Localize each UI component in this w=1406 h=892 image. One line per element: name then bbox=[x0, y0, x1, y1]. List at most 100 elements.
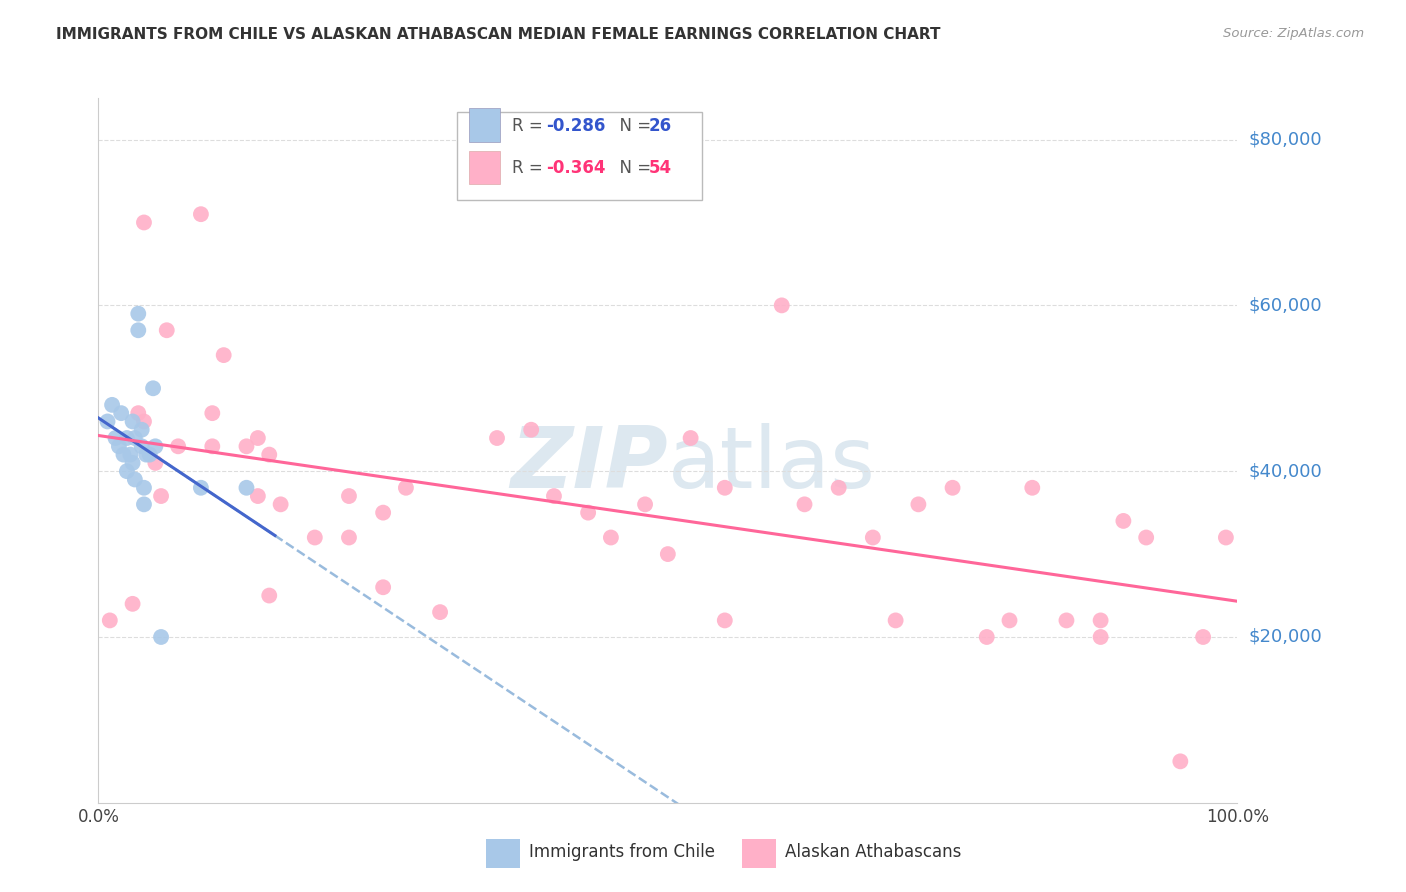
Point bbox=[201, 406, 224, 420]
Point bbox=[1170, 755, 1192, 769]
Point bbox=[132, 414, 155, 428]
Point bbox=[150, 489, 173, 503]
Point bbox=[543, 489, 565, 503]
Point bbox=[576, 506, 599, 520]
Text: -0.286: -0.286 bbox=[546, 117, 606, 135]
Point bbox=[156, 323, 179, 337]
Point bbox=[150, 630, 173, 644]
Text: ZIP: ZIP bbox=[510, 423, 668, 506]
Point bbox=[201, 439, 224, 453]
Point bbox=[145, 439, 167, 453]
FancyBboxPatch shape bbox=[468, 151, 501, 185]
Point bbox=[115, 431, 138, 445]
Point bbox=[770, 298, 793, 312]
Point bbox=[486, 431, 509, 445]
Point bbox=[98, 614, 121, 628]
Text: 26: 26 bbox=[648, 117, 672, 135]
Text: N =: N = bbox=[609, 117, 657, 135]
Point bbox=[235, 481, 257, 495]
Point bbox=[1215, 531, 1237, 545]
Text: -0.364: -0.364 bbox=[546, 160, 606, 178]
Point bbox=[1112, 514, 1135, 528]
Point bbox=[112, 448, 135, 462]
Point bbox=[634, 497, 657, 511]
FancyBboxPatch shape bbox=[468, 108, 501, 142]
FancyBboxPatch shape bbox=[457, 112, 702, 201]
Point bbox=[1021, 481, 1043, 495]
Point bbox=[942, 481, 965, 495]
Point bbox=[395, 481, 418, 495]
Text: atlas: atlas bbox=[668, 423, 876, 506]
Text: $40,000: $40,000 bbox=[1249, 462, 1322, 480]
Point bbox=[132, 497, 155, 511]
Text: 54: 54 bbox=[648, 160, 672, 178]
Point bbox=[259, 589, 281, 603]
Text: N =: N = bbox=[609, 160, 657, 178]
Point bbox=[371, 580, 394, 594]
Point bbox=[1054, 614, 1078, 628]
Point bbox=[132, 481, 155, 495]
Point bbox=[1090, 614, 1112, 628]
Point bbox=[121, 597, 143, 611]
FancyBboxPatch shape bbox=[742, 839, 776, 868]
Point bbox=[1192, 630, 1215, 644]
Point bbox=[246, 489, 269, 503]
FancyBboxPatch shape bbox=[485, 839, 520, 868]
Point bbox=[138, 448, 160, 462]
Point bbox=[131, 439, 153, 453]
Point bbox=[124, 473, 146, 487]
Point bbox=[104, 431, 127, 445]
Point bbox=[132, 215, 155, 229]
Point bbox=[127, 406, 149, 420]
Point bbox=[124, 431, 146, 445]
Point bbox=[167, 439, 190, 453]
Point bbox=[235, 439, 257, 453]
Point bbox=[520, 423, 543, 437]
Text: R =: R = bbox=[512, 160, 548, 178]
Point bbox=[121, 456, 143, 470]
Point bbox=[337, 489, 360, 503]
Point bbox=[828, 481, 851, 495]
Point bbox=[429, 605, 451, 619]
Point bbox=[190, 207, 212, 221]
Point bbox=[1135, 531, 1157, 545]
Point bbox=[212, 348, 235, 362]
Point bbox=[246, 431, 269, 445]
Point bbox=[884, 614, 907, 628]
Point bbox=[96, 414, 118, 428]
Point bbox=[998, 614, 1021, 628]
Point bbox=[259, 448, 281, 462]
Point bbox=[1090, 630, 1112, 644]
Point bbox=[371, 506, 394, 520]
Point bbox=[907, 497, 929, 511]
Point bbox=[976, 630, 998, 644]
Point bbox=[108, 439, 131, 453]
Text: $80,000: $80,000 bbox=[1249, 130, 1322, 149]
Point bbox=[115, 464, 138, 478]
Point bbox=[131, 423, 153, 437]
Point bbox=[135, 448, 157, 462]
Point bbox=[120, 448, 142, 462]
Text: IMMIGRANTS FROM CHILE VS ALASKAN ATHABASCAN MEDIAN FEMALE EARNINGS CORRELATION C: IMMIGRANTS FROM CHILE VS ALASKAN ATHABAS… bbox=[56, 27, 941, 42]
Point bbox=[110, 406, 132, 420]
Point bbox=[679, 431, 702, 445]
Point bbox=[657, 547, 679, 561]
Point bbox=[190, 481, 212, 495]
Point bbox=[142, 381, 165, 395]
Point bbox=[714, 481, 737, 495]
Point bbox=[714, 614, 737, 628]
Point bbox=[127, 323, 149, 337]
Point bbox=[270, 497, 292, 511]
Point bbox=[127, 307, 149, 321]
Point bbox=[101, 398, 124, 412]
Text: Alaskan Athabascans: Alaskan Athabascans bbox=[785, 843, 962, 861]
Point bbox=[862, 531, 884, 545]
Point bbox=[145, 456, 167, 470]
Point bbox=[337, 531, 360, 545]
Text: $20,000: $20,000 bbox=[1249, 628, 1322, 646]
Text: R =: R = bbox=[512, 117, 548, 135]
Text: Source: ZipAtlas.com: Source: ZipAtlas.com bbox=[1223, 27, 1364, 40]
Point bbox=[600, 531, 623, 545]
Point bbox=[793, 497, 815, 511]
Text: $60,000: $60,000 bbox=[1249, 296, 1322, 314]
